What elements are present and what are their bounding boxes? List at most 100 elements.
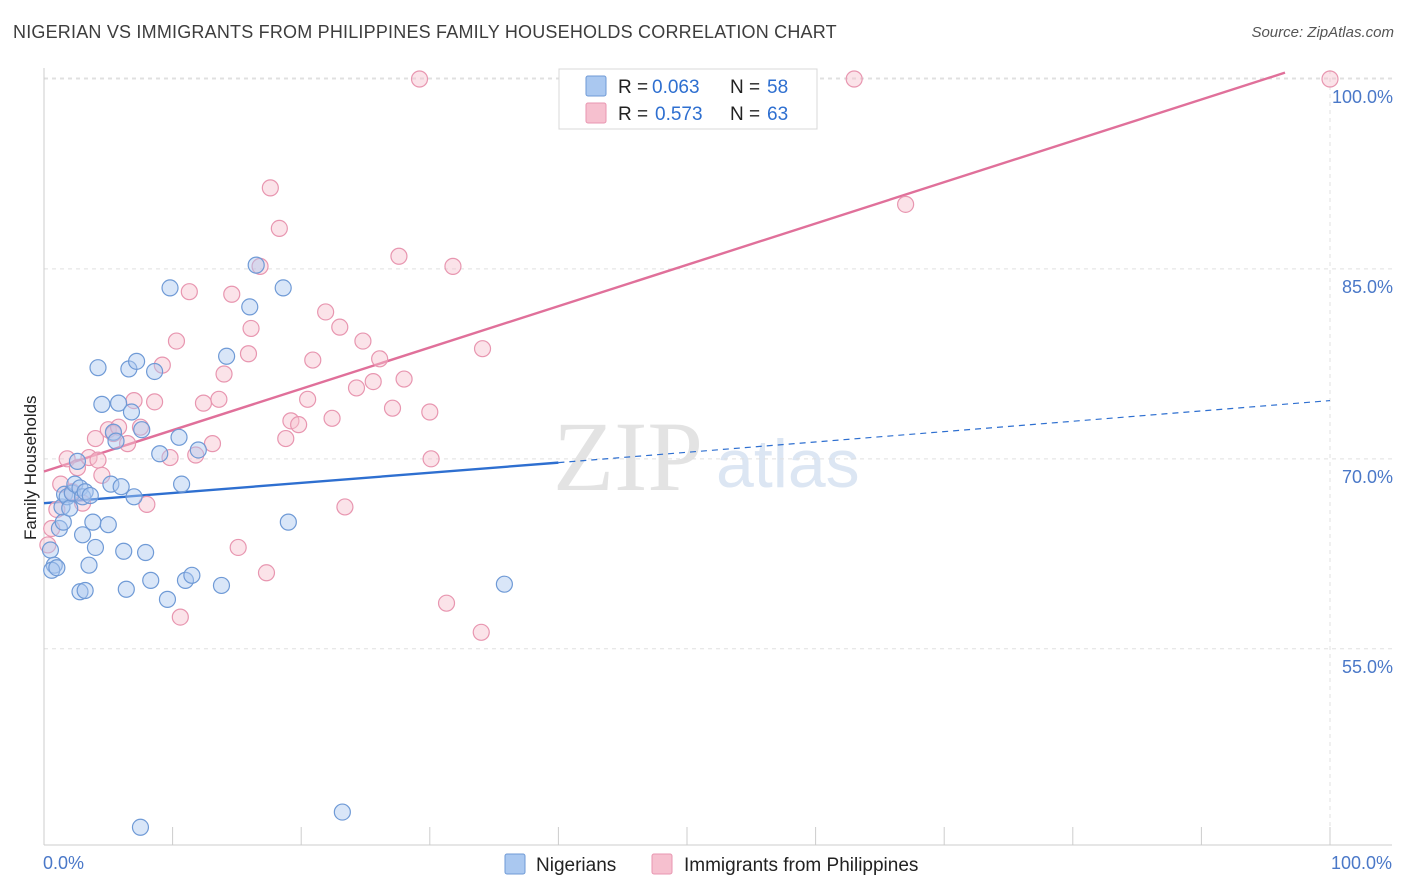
- point-philippines: [138, 495, 156, 514]
- x-tick-label-max: 100.0%: [1331, 853, 1392, 873]
- point-nigerians: [93, 395, 111, 413]
- legend-n-value-philippines: 63: [767, 104, 788, 125]
- point-nigerians: [61, 499, 79, 517]
- point-philippines: [1321, 70, 1339, 88]
- point-nigerians: [173, 475, 191, 493]
- point-philippines: [390, 247, 408, 265]
- point-nigerians: [495, 575, 513, 593]
- point-philippines: [229, 538, 247, 557]
- point-nigerians: [112, 478, 130, 496]
- point-nigerians: [115, 542, 133, 560]
- point-philippines: [299, 390, 317, 408]
- point-nigerians: [145, 362, 164, 381]
- point-nigerians: [151, 445, 169, 463]
- trend-line-nigerians-extrapolated: [558, 399, 1331, 464]
- legend-swatch-philippines: [585, 102, 607, 124]
- y-tick-label: 70.0%: [1342, 467, 1393, 487]
- point-philippines: [364, 372, 382, 391]
- legend-n-label-nigerians: N =: [730, 77, 760, 98]
- point-philippines: [270, 219, 288, 237]
- point-philippines: [473, 340, 492, 358]
- legend-r-label-philippines: R =: [618, 104, 648, 125]
- point-philippines: [161, 448, 179, 467]
- point-philippines: [145, 393, 164, 411]
- point-nigerians: [109, 394, 128, 412]
- y-axis-title: Family Households: [21, 395, 40, 540]
- point-nigerians: [189, 441, 207, 459]
- point-philippines: [383, 399, 402, 417]
- legend-swatch-nigerians: [585, 75, 607, 97]
- point-nigerians: [122, 403, 141, 421]
- point-nigerians: [183, 566, 201, 584]
- point-nigerians: [133, 421, 151, 439]
- point-nigerians: [127, 352, 146, 370]
- point-nigerians: [54, 513, 72, 531]
- point-nigerians: [274, 279, 292, 297]
- point-nigerians: [99, 516, 117, 534]
- point-philippines: [336, 498, 354, 516]
- axes: 55.0% 70.0% 85.0% 100.0%: [43, 68, 1393, 846]
- y-tick-label: 100.0%: [1332, 87, 1393, 107]
- point-nigerians: [161, 279, 179, 297]
- point-philippines: [395, 370, 413, 388]
- point-nigerians: [73, 526, 92, 544]
- trend-line-nigerians: [43, 461, 559, 505]
- point-philippines: [421, 403, 439, 421]
- point-philippines: [290, 416, 308, 434]
- point-nigerians: [170, 428, 188, 446]
- point-philippines: [223, 285, 241, 303]
- point-nigerians: [333, 803, 351, 821]
- legend-r-value-nigerians: 0.063: [652, 77, 700, 98]
- point-philippines: [422, 450, 440, 468]
- bottom-legend-swatch-philippines: [651, 853, 673, 875]
- point-philippines: [171, 608, 189, 626]
- point-nigerians: [279, 513, 297, 531]
- point-nigerians: [136, 543, 155, 562]
- bottom-legend-label-philippines: Immigrants from Philippines: [684, 855, 918, 876]
- trend-line-philippines: [43, 71, 1286, 473]
- bottom-legend-label-nigerians: Nigerians: [536, 855, 616, 876]
- point-nigerians: [117, 580, 135, 598]
- point-philippines: [109, 418, 128, 436]
- legend-r-value-philippines: 0.573: [655, 104, 703, 125]
- point-philippines: [277, 429, 295, 448]
- bottom-legend-swatch-nigerians: [504, 853, 526, 875]
- point-philippines: [89, 451, 107, 469]
- point-nigerians: [247, 256, 265, 274]
- point-philippines: [897, 195, 915, 213]
- point-philippines: [210, 390, 228, 408]
- point-philippines: [167, 332, 186, 350]
- data-points: [39, 70, 1339, 836]
- trend-lines: [43, 71, 1331, 505]
- point-nigerians: [142, 571, 160, 589]
- point-philippines: [472, 623, 490, 641]
- point-philippines: [194, 394, 213, 412]
- point-philippines: [323, 409, 341, 427]
- legend-n-label-philippines: N =: [730, 104, 760, 125]
- point-philippines: [845, 70, 863, 88]
- point-philippines: [261, 179, 279, 197]
- point-nigerians: [41, 541, 60, 559]
- point-philippines: [215, 365, 233, 383]
- point-philippines: [354, 332, 372, 350]
- y-tick-label: 85.0%: [1342, 277, 1393, 297]
- point-nigerians: [125, 488, 143, 506]
- point-nigerians: [48, 559, 66, 577]
- point-nigerians: [80, 556, 98, 574]
- point-philippines: [86, 429, 105, 448]
- bottom-legend: Nigerians Immigrants from Philippines: [504, 853, 918, 876]
- legend-n-value-nigerians: 58: [767, 77, 788, 98]
- point-philippines: [282, 412, 300, 430]
- point-philippines: [444, 257, 462, 275]
- watermark-atlas: atlas: [716, 426, 860, 502]
- point-philippines: [93, 466, 111, 484]
- point-philippines: [242, 319, 260, 338]
- point-nigerians: [107, 432, 125, 450]
- chart-title: NIGERIAN VS IMMIGRANTS FROM PHILIPPINES …: [13, 22, 837, 42]
- legend-r-label-nigerians: R =: [618, 77, 648, 98]
- point-nigerians: [68, 452, 87, 470]
- point-philippines: [239, 345, 258, 363]
- point-philippines: [68, 459, 87, 477]
- point-nigerians: [218, 347, 236, 365]
